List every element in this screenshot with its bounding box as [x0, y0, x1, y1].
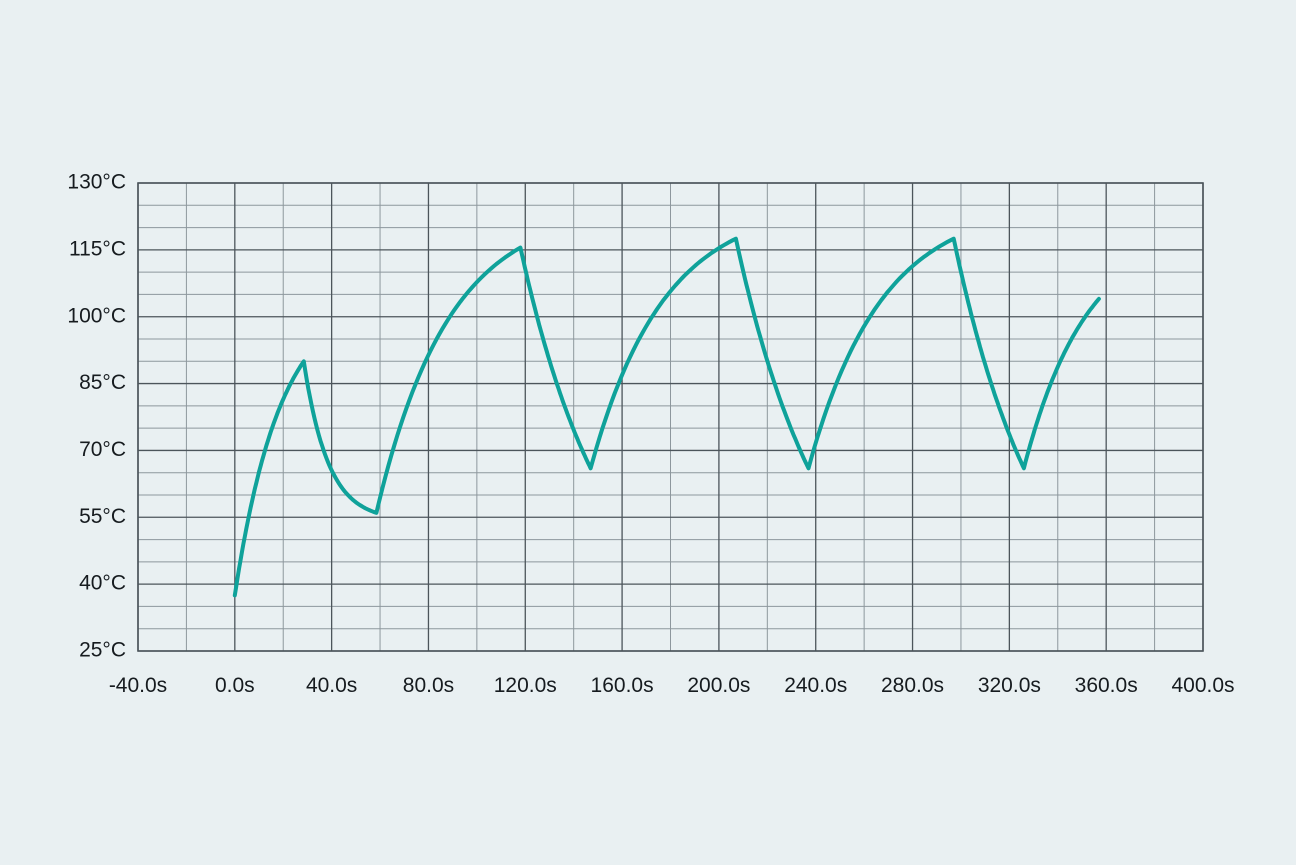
y-tick-label: 70°C [79, 438, 126, 461]
x-tick-label: 160.0s [591, 674, 654, 697]
y-axis-labels: 25°C 40°C 55°C 70°C 85°C 100°C 115°C 130°C [67, 171, 126, 662]
x-tick-label: 320.0s [978, 674, 1041, 697]
x-tick-label: 360.0s [1075, 674, 1138, 697]
plot-border [137, 182, 1204, 652]
x-tick-label: 80.0s [403, 674, 454, 697]
x-tick-label: 200.0s [687, 674, 750, 697]
y-tick-label: 40°C [79, 572, 126, 595]
x-tick-label: -40.0s [109, 674, 167, 697]
x-tick-label: 0.0s [215, 674, 255, 697]
y-tick-label: 115°C [69, 237, 126, 260]
x-tick-label: 400.0s [1171, 674, 1234, 697]
y-tick-label: 100°C [67, 304, 126, 327]
x-tick-label: 40.0s [306, 674, 357, 697]
y-tick-label: 130°C [67, 171, 126, 194]
x-tick-label: 120.0s [494, 674, 557, 697]
y-tick-label: 85°C [79, 371, 126, 394]
x-tick-label: 240.0s [784, 674, 847, 697]
y-tick-label: 25°C [79, 639, 126, 662]
temperature-curve [232, 236, 1101, 598]
x-tick-label: 280.0s [881, 674, 944, 697]
grid-minor-lines [138, 183, 1203, 651]
y-tick-label: 55°C [79, 505, 126, 528]
x-axis-labels: -40.0s 0.0s 40.0s 80.0s 120.0s 160.0s 200.0s 24… [109, 674, 1235, 697]
